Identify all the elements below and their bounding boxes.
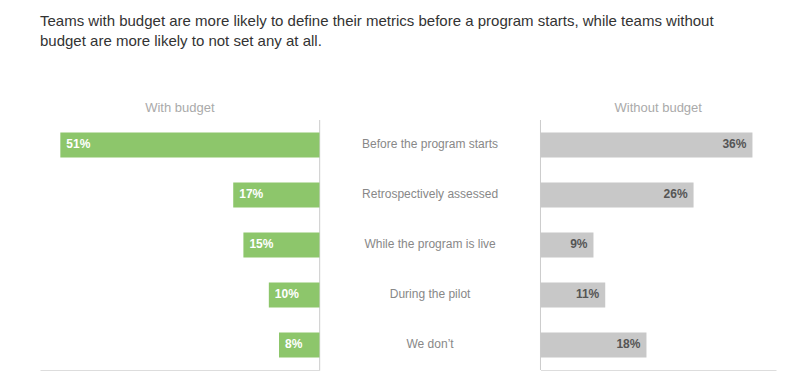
bar — [269, 283, 320, 308]
data-label: 9% — [570, 237, 588, 251]
bar — [540, 183, 693, 208]
x-axis — [541, 370, 777, 371]
column-header: With budget — [145, 100, 215, 115]
category-label: During the pilot — [390, 287, 471, 301]
data-label: 36% — [722, 137, 746, 151]
data-label: 17% — [239, 187, 263, 201]
bar — [540, 333, 646, 358]
data-labels: 51% 17% 15% 10% 8% — [66, 137, 302, 351]
data-label: 10% — [275, 287, 299, 301]
title-line: budget are more likely to not set any at… — [40, 32, 322, 49]
title: Teams with budget are more likely to def… — [40, 12, 714, 49]
bar — [279, 333, 320, 358]
axis-domain — [41, 370, 321, 371]
column-header: Without budget — [615, 100, 703, 115]
category-label: Before the program starts — [362, 137, 498, 151]
data-label: 51% — [66, 137, 90, 151]
axis-domain — [541, 370, 777, 371]
bar — [540, 133, 752, 158]
data-label: 26% — [664, 187, 688, 201]
title-line: Teams with budget are more likely to def… — [40, 12, 714, 29]
bar — [540, 283, 605, 308]
bar — [60, 133, 319, 158]
category-label: We don’t — [407, 337, 455, 351]
data-label: 15% — [249, 237, 273, 251]
bar — [233, 183, 319, 208]
category-label: While the program is live — [364, 237, 496, 251]
x-axis — [41, 370, 321, 371]
data-labels: 36% 26% 9% 11% 18% — [570, 137, 747, 351]
data-label: 11% — [576, 287, 600, 301]
bars — [60, 133, 319, 358]
bar — [540, 233, 593, 258]
bar — [243, 233, 319, 258]
category-labels: Before the program starts Retrospectively… — [362, 137, 498, 351]
chart: Teams with budget are more likely to def… — [0, 0, 800, 384]
category-label: Retrospectively assessed — [362, 187, 498, 201]
data-label: 8% — [285, 337, 303, 351]
data-label: 18% — [616, 337, 640, 351]
bars — [540, 133, 752, 358]
